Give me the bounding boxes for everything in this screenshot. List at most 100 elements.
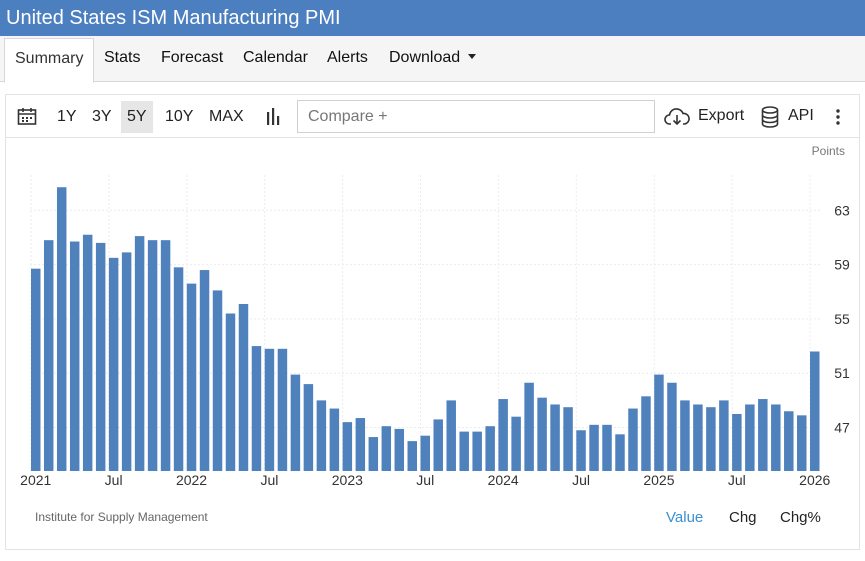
chart-bar: Jun 2023: 46 — [407, 441, 417, 471]
mode-value-tab[interactable]: Value — [666, 509, 704, 526]
y-tick-label: 47 — [834, 420, 850, 436]
chart-bar: Aug 2023: 47.6 — [433, 419, 443, 471]
mode-chg-pct-tab[interactable]: Chg% — [780, 509, 821, 526]
y-tick-label: 55 — [834, 311, 850, 327]
chart-bar: Jul 2023: 46.4 — [420, 435, 430, 471]
x-tick-label: 2025 — [643, 472, 674, 488]
chart-bar: Oct 2021: 60.8 — [147, 240, 158, 471]
x-tick-label: Jul — [416, 472, 434, 488]
chart-bar: Apr 2024: 49.2 — [537, 397, 547, 471]
tab-bar: Summary Stats Forecast Calendar Alerts D… — [0, 36, 865, 83]
chart-bar: Nov 2023: 46.7 — [472, 431, 482, 471]
chart-bar: Jan 2025: 50.9 — [654, 374, 664, 471]
tab-summary[interactable]: Summary — [4, 38, 95, 83]
chart-bar: Jun 2025: 49 — [719, 400, 729, 471]
chart-toolbar: 1Y 3Y 5Y 10Y MAX Export — [6, 95, 859, 138]
x-tick-label: 2022 — [176, 472, 207, 488]
chart-bar: Mar 2024: 50.3 — [524, 382, 534, 471]
mode-chg-tab[interactable]: Chg — [729, 509, 757, 526]
x-tick-label: Jul — [572, 472, 590, 488]
chart-bar: Jan 2023: 47.4 — [342, 422, 353, 471]
tab-forecast[interactable]: Forecast — [161, 49, 224, 66]
tab-alerts[interactable]: Alerts — [327, 49, 368, 66]
x-tick-label: Jul — [728, 472, 746, 488]
y-tick-label: 59 — [834, 257, 850, 273]
chart-bar: Jul 2024: 46.8 — [576, 430, 586, 471]
chart-bar: Dec 2024: 49.3 — [641, 396, 651, 471]
chart-bar: Apr 2025: 48.7 — [693, 404, 703, 471]
chevron-down-icon — [468, 54, 477, 59]
chart-bar: Apr 2022: 55.4 — [225, 313, 236, 471]
chart-bar: Nov 2022: 49 — [316, 400, 327, 471]
chart-bar: Oct 2023: 46.7 — [459, 431, 469, 471]
chart-bar: Nov 2021: 60.8 — [160, 240, 171, 471]
chart-bar: Dec 2025: 47.9 — [797, 415, 807, 471]
compare-input[interactable] — [297, 100, 655, 133]
chart-bar: Dec 2021: 58.8 — [173, 267, 184, 471]
x-tick-label: Jul — [260, 472, 278, 488]
chart-bar: May 2022: 56.1 — [238, 303, 249, 471]
tab-download[interactable]: Download — [389, 49, 477, 67]
tab-stats[interactable]: Stats — [104, 49, 141, 66]
chart-bar: Feb 2021: 60.8 — [43, 240, 54, 471]
range-3y-button[interactable]: 3Y — [92, 108, 112, 125]
x-tick-label: 2021 — [20, 472, 51, 488]
range-10y-button[interactable]: 10Y — [165, 108, 194, 125]
chart-bar: Oct 2022: 50.2 — [303, 384, 314, 471]
export-button[interactable]: Export — [698, 107, 745, 124]
tab-calendar[interactable]: Calendar — [243, 49, 308, 66]
chart-bar: May 2025: 48.5 — [706, 407, 716, 471]
cloud-download-icon[interactable] — [664, 107, 690, 132]
x-tick-label: 2026 — [799, 472, 830, 488]
chart-bar: Jan 2024: 49.1 — [498, 399, 508, 471]
chart-bar: Jan 2022: 57.6 — [186, 283, 197, 471]
calendar-icon[interactable] — [17, 107, 37, 131]
chart-bar: Oct 2025: 48.7 — [771, 404, 781, 471]
chart-bar: Aug 2022: 52.8 — [277, 348, 288, 471]
chart-bar: Sep 2022: 50.9 — [290, 374, 301, 471]
range-max-button[interactable]: MAX — [209, 108, 244, 125]
chart-bar: Feb 2024: 47.8 — [511, 416, 521, 471]
chart-bar: Dec 2022: 48.4 — [329, 408, 340, 471]
chart-bar: Jul 2025: 48 — [732, 413, 742, 471]
chart-bar: Jun 2022: 53 — [251, 346, 262, 471]
chart-bar: Sep 2023: 49 — [446, 400, 456, 471]
range-1y-button[interactable]: 1Y — [57, 108, 77, 125]
range-5y-button[interactable]: 5Y — [121, 101, 153, 133]
chart-bar: Mar 2021: 64.7 — [56, 187, 67, 471]
unit-label: Points — [812, 144, 845, 158]
chart-bar: Jul 2022: 52.8 — [264, 348, 275, 471]
api-button[interactable]: API — [788, 107, 814, 124]
tab-download-label: Download — [389, 49, 461, 66]
chart-plot: Points 47 51 55 59 63 Jan 2021: 58.7Feb 2021: … — [20, 144, 850, 488]
chart-bar: Jan 2026: 52.6 — [810, 351, 820, 471]
y-tick-label: 51 — [834, 365, 850, 381]
chart-bar: Mar 2025: 49 — [680, 400, 690, 471]
chart-bar: May 2024: 48.7 — [550, 404, 560, 471]
chart-bar: Aug 2024: 47.2 — [589, 424, 599, 471]
bar-chart-icon[interactable] — [265, 108, 283, 130]
chart-bar: Jul 2021: 59.5 — [108, 257, 119, 471]
database-icon[interactable] — [761, 106, 779, 133]
chart-bar: Oct 2024: 46.5 — [615, 434, 625, 471]
chart-bar: Sep 2021: 61.1 — [134, 236, 145, 471]
chart-bar: Jan 2021: 58.7 — [31, 268, 41, 471]
chart-bar: Jun 2024: 48.5 — [563, 407, 573, 471]
chart-bar: May 2023: 46.9 — [394, 428, 405, 471]
x-tick-label: 2023 — [332, 472, 363, 488]
chart-bar: Mar 2022: 57.1 — [212, 290, 223, 471]
chart-bar: Jun 2021: 60.6 — [95, 242, 106, 471]
chart-bar: Apr 2023: 47.1 — [381, 426, 392, 471]
source-label: Institute for Supply Management — [35, 510, 208, 524]
chart-bar: Feb 2022: 58.6 — [199, 270, 210, 471]
chart-bar: Nov 2024: 48.4 — [628, 408, 638, 471]
chart-card: 1Y 3Y 5Y 10Y MAX Export — [5, 94, 860, 550]
x-tick-label: 2024 — [488, 472, 519, 488]
y-tick-label: 63 — [834, 202, 850, 218]
chart-bar: Nov 2025: 48.2 — [784, 411, 794, 471]
chart-bar: Sep 2024: 47.2 — [602, 424, 612, 471]
chart-bar: Sep 2025: 49.1 — [758, 399, 768, 471]
chart-bar: Feb 2023: 47.7 — [355, 418, 366, 471]
kebab-menu-icon[interactable] — [835, 109, 841, 130]
chart-bar: Apr 2021: 60.7 — [69, 241, 80, 471]
